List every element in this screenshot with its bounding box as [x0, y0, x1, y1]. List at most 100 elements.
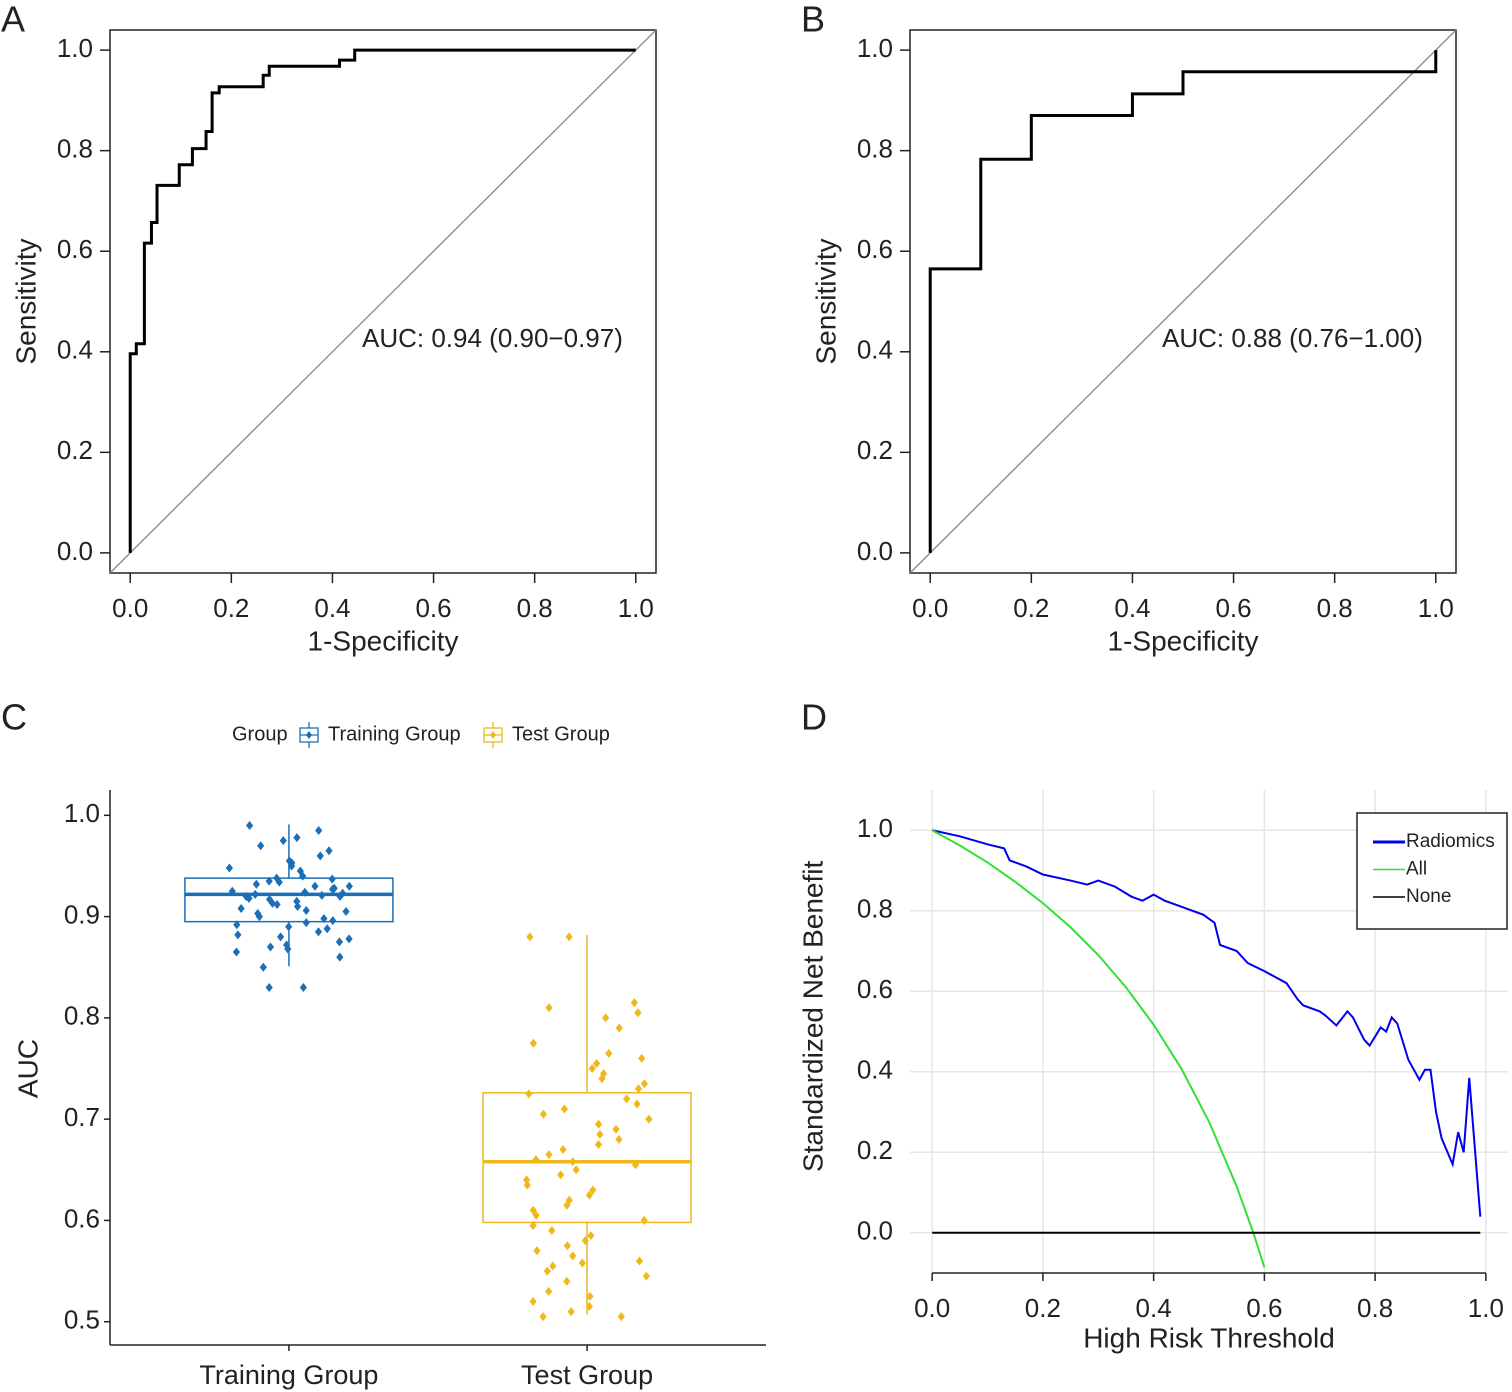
x-tick-label: 1.0 [1418, 593, 1454, 623]
data-point [328, 884, 337, 894]
data-point [255, 912, 264, 922]
data-point [569, 1251, 577, 1261]
data-point [345, 881, 353, 891]
data-point [335, 937, 344, 947]
data-point [617, 1312, 625, 1322]
data-point [233, 920, 241, 930]
x-axis-title: 1-Specificity [308, 625, 459, 656]
data-point [578, 1258, 586, 1268]
data-point [645, 1114, 653, 1124]
data-point [320, 914, 328, 924]
data-point [345, 934, 353, 944]
legend-label: Training Group [328, 723, 461, 745]
y-tick-label: 0.9 [64, 899, 100, 929]
data-point [323, 924, 331, 934]
data-point [567, 1307, 575, 1317]
y-axis-title: Sensitivity [10, 238, 41, 364]
y-tick-label: 0.8 [857, 134, 893, 164]
data-point [284, 944, 292, 954]
data-point [265, 876, 273, 886]
x-axis-title: High Risk Threshold [1083, 1322, 1335, 1353]
data-point [594, 1119, 603, 1129]
y-tick-label: 0.0 [857, 1216, 893, 1246]
data-point [634, 1084, 643, 1094]
legend-label: Radiomics [1406, 831, 1495, 852]
data-point [539, 1109, 548, 1119]
y-tick-label: 0.6 [64, 1203, 100, 1233]
data-point [545, 1003, 553, 1013]
data-point [532, 1155, 540, 1165]
data-point [251, 889, 259, 899]
y-tick-label: 0.0 [57, 536, 93, 566]
box [184, 877, 394, 923]
y-tick-label: 0.8 [57, 134, 93, 164]
legend-title: Group [232, 723, 288, 745]
data-point [257, 841, 265, 851]
data-point [605, 1048, 613, 1058]
data-point [336, 952, 344, 962]
x-tick-label: 0.2 [1013, 593, 1049, 623]
data-point [545, 1150, 553, 1160]
data-point [318, 890, 326, 900]
data-point [275, 877, 283, 887]
y-tick-label: 1.0 [857, 33, 893, 63]
legend-swatch [490, 731, 496, 739]
data-point [237, 903, 245, 913]
data-point [529, 1296, 537, 1306]
y-axis-title: AUC [12, 1039, 43, 1098]
data-point [299, 871, 307, 881]
x-tick-label: 0.6 [1215, 593, 1251, 623]
legend-label: None [1406, 886, 1451, 907]
y-tick-label: 1.0 [57, 33, 93, 63]
x-tick-label: 0.2 [1025, 1293, 1061, 1323]
data-point [586, 1291, 594, 1301]
data-point [225, 863, 233, 873]
data-point [588, 1064, 596, 1074]
x-tick-label: 0.0 [112, 593, 148, 623]
y-tick-label: 0.2 [857, 435, 893, 465]
data-point [302, 918, 310, 928]
data-point [266, 942, 275, 952]
data-point [283, 940, 291, 950]
data-point [259, 962, 267, 972]
data-point [563, 1276, 571, 1286]
data-point [315, 826, 323, 836]
data-point [587, 1231, 595, 1241]
y-tick-label: 0.6 [857, 974, 893, 1004]
data-point [279, 836, 287, 846]
data-point [529, 1038, 538, 1048]
data-point [254, 909, 262, 919]
series-line [128, 48, 636, 553]
y-tick-label: 0.6 [57, 234, 93, 264]
data-point [615, 1134, 623, 1144]
data-point [539, 1312, 547, 1322]
data-point [569, 1157, 577, 1167]
data-point [526, 932, 534, 942]
x-tick-label: 0.0 [912, 593, 948, 623]
x-tick-label: Test Group [521, 1360, 653, 1390]
data-point [288, 861, 296, 871]
series-line [931, 829, 1266, 1268]
data-point [560, 1104, 569, 1114]
y-tick-label: 0.8 [857, 894, 893, 924]
legend-box [1356, 812, 1508, 930]
data-point [640, 1079, 649, 1089]
data-point [585, 1190, 594, 1200]
legend-label: All [1406, 859, 1427, 880]
reference-line [109, 29, 657, 574]
x-tick-label: 0.4 [314, 593, 350, 623]
data-point [265, 894, 274, 904]
plot-frame [909, 29, 1457, 574]
data-point [559, 1145, 567, 1155]
series-line [928, 50, 1438, 553]
data-point [325, 846, 333, 856]
data-point [529, 1220, 537, 1230]
panel-letter: B [801, 0, 825, 40]
y-tick-label: 1.0 [64, 798, 100, 828]
data-point [635, 1256, 644, 1266]
data-point [329, 916, 337, 926]
data-point [339, 888, 347, 898]
reference-line [909, 29, 1457, 574]
